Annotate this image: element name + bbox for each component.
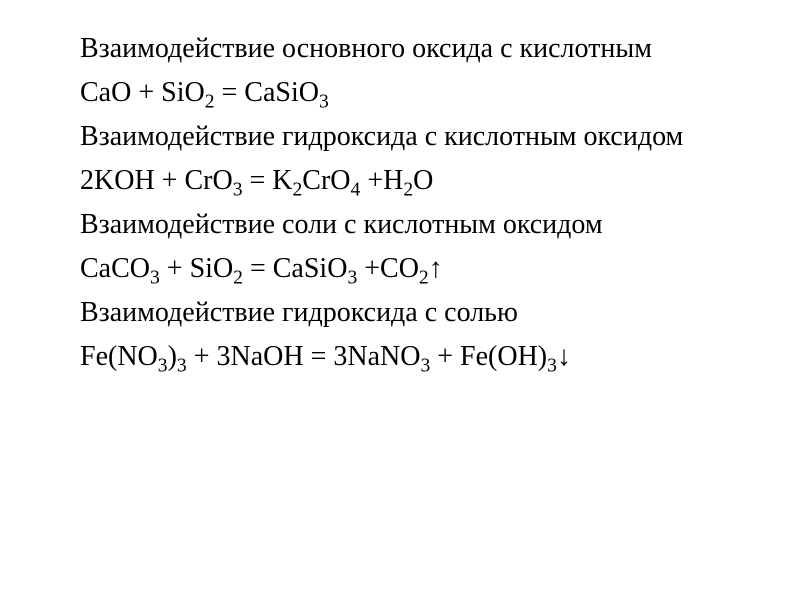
document-content: Взаимодействие основного оксида с кислот… <box>40 28 760 378</box>
section-heading-3: Взаимодействие соли с кислотным оксидом <box>40 204 760 246</box>
section-equation-3: CaCO3 + SiO2 = CaSiO3 +CO2↑ <box>40 248 760 290</box>
section-equation-2: 2KOH + CrO3 = K2CrO4 +H2O <box>40 160 760 202</box>
section-equation-4: Fe(NO3)3 + 3NaOH = 3NaNO3 + Fe(OH)3↓ <box>40 336 760 378</box>
section-equation-1: CaO + SiO2 = CaSiO3 <box>40 72 760 114</box>
section-heading-2: Взаимодействие гидроксида с кислотным ок… <box>40 116 760 158</box>
section-heading-4: Взаимодействие гидроксида с солью <box>40 292 760 334</box>
section-heading-1: Взаимодействие основного оксида с кислот… <box>40 28 760 70</box>
